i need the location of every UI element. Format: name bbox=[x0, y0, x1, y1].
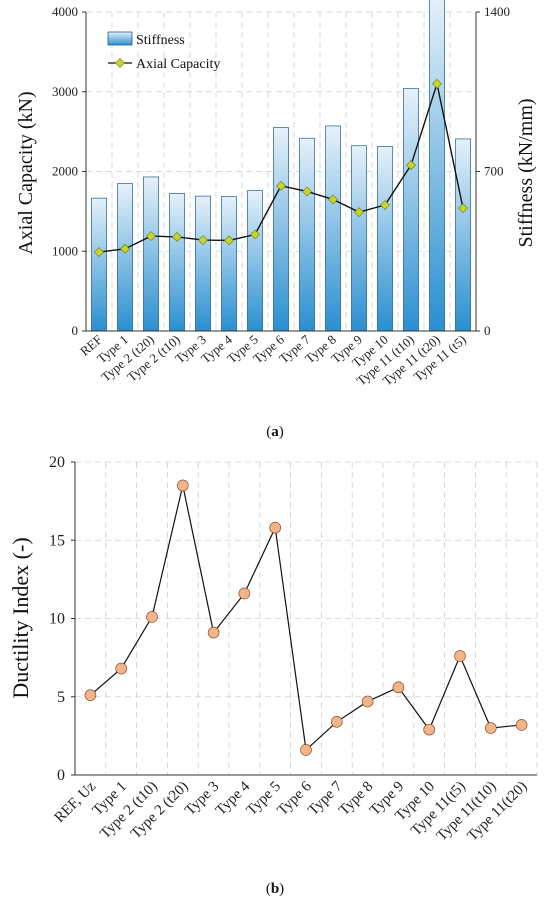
axial-capacity-point bbox=[146, 231, 156, 242]
x-tick-label: Type 3 bbox=[182, 779, 222, 819]
ductility-point bbox=[484, 722, 497, 734]
legend-axial-marker bbox=[115, 58, 125, 68]
stiffness-bar bbox=[403, 88, 419, 332]
x-tick-label: Type 8 bbox=[336, 779, 376, 819]
ductility-point bbox=[177, 479, 189, 492]
ductility-point bbox=[207, 626, 220, 639]
y-tick-label: 0 bbox=[57, 767, 65, 784]
stiffness-bar bbox=[195, 195, 211, 332]
caption-a: (a) bbox=[266, 424, 284, 440]
ductility-point bbox=[330, 715, 343, 728]
axial-capacity-point bbox=[406, 160, 416, 171]
ductility-point bbox=[515, 719, 528, 731]
ductility-point bbox=[115, 662, 127, 675]
axial-capacity-point bbox=[224, 235, 234, 246]
y2-tick-label: 0 bbox=[484, 323, 491, 338]
y-tick-label: 10 bbox=[49, 611, 65, 628]
chart-a-bars bbox=[91, 0, 471, 332]
stiffness-bar bbox=[91, 197, 107, 332]
stiffness-bar bbox=[221, 196, 237, 332]
ductility-point bbox=[269, 521, 282, 534]
y-tick-label: 1000 bbox=[52, 243, 78, 258]
stiffness-bar bbox=[455, 138, 471, 332]
ductility-point bbox=[392, 681, 405, 694]
axial-capacity-point bbox=[172, 231, 182, 242]
y-tick-label: 4000 bbox=[52, 4, 78, 19]
chart-b-y-axis-label: Ductility Index (-) bbox=[8, 537, 33, 698]
axial-capacity-point bbox=[432, 78, 442, 89]
axial-capacity-point bbox=[120, 243, 130, 254]
chart-b-line bbox=[84, 479, 528, 756]
chart-a-left-ticks: 0 1000 2000 3000 4000 bbox=[52, 4, 86, 338]
stiffness-bar bbox=[117, 183, 133, 332]
y-tick-label: 2000 bbox=[52, 164, 78, 179]
axial-capacity-point bbox=[302, 186, 312, 197]
stiffness-bar bbox=[299, 137, 315, 332]
axial-capacity-point bbox=[276, 180, 286, 191]
axial-capacity-point bbox=[380, 200, 390, 210]
ductility-point bbox=[84, 689, 97, 701]
stiffness-bar bbox=[247, 190, 263, 332]
chart-b-grid bbox=[75, 461, 538, 775]
ductility-point bbox=[454, 650, 466, 662]
x-tick-label: Type 7 bbox=[305, 778, 346, 819]
ductility-point bbox=[423, 723, 436, 736]
axial-capacity-point bbox=[198, 235, 208, 246]
stiffness-bar bbox=[325, 125, 341, 332]
chart-b-y-ticks: 0 5 10 15 20 bbox=[49, 454, 75, 784]
axial-capacity-point bbox=[94, 247, 104, 257]
y2-tick-label: 700 bbox=[484, 164, 504, 179]
chart-a-right-ticks: 0 700 1400 bbox=[476, 4, 510, 338]
stiffness-bar bbox=[169, 193, 185, 332]
x-tick-label: Type 6 bbox=[275, 778, 316, 819]
ductility-point bbox=[300, 744, 312, 756]
chart-a-y2-axis-label: Stiffness (kN/mm) bbox=[515, 98, 537, 247]
legend-stiffness-label: Stiffness bbox=[136, 33, 185, 48]
x-tick-label: REF, Uz bbox=[52, 778, 100, 826]
x-tick-label: Type 4 bbox=[213, 778, 254, 819]
y-tick-label: 3000 bbox=[52, 84, 78, 99]
ductility-point bbox=[361, 695, 374, 708]
y-tick-label: 20 bbox=[49, 454, 65, 471]
chart-a-y-axis-label: Axial Capacity (kN) bbox=[15, 91, 37, 254]
caption-b: (b) bbox=[266, 881, 284, 897]
stiffness-bar bbox=[143, 176, 159, 332]
y-tick-label: 0 bbox=[72, 323, 79, 338]
chart-a-line bbox=[94, 78, 468, 257]
y-tick-label: 5 bbox=[57, 689, 65, 706]
stiffness-bar bbox=[429, 0, 445, 332]
chart-a-legend: Stiffness Axial Capacity bbox=[107, 31, 220, 72]
ductility-point bbox=[146, 611, 158, 623]
stiffness-bar bbox=[273, 127, 289, 332]
y-tick-label: 15 bbox=[49, 532, 65, 549]
stiffness-bar bbox=[351, 145, 367, 332]
axial-capacity-point bbox=[250, 229, 260, 240]
stiffness-bar bbox=[377, 146, 393, 332]
y2-tick-label: 1400 bbox=[484, 4, 510, 19]
legend-axial-label: Axial Capacity bbox=[136, 57, 220, 72]
legend-stiffness-swatch bbox=[107, 31, 133, 46]
axial-capacity-point bbox=[354, 207, 364, 218]
axial-capacity-point bbox=[458, 203, 468, 214]
x-tick-label: Type 5 bbox=[244, 779, 284, 819]
axial-capacity-point bbox=[328, 194, 338, 205]
ductility-point bbox=[238, 587, 251, 600]
